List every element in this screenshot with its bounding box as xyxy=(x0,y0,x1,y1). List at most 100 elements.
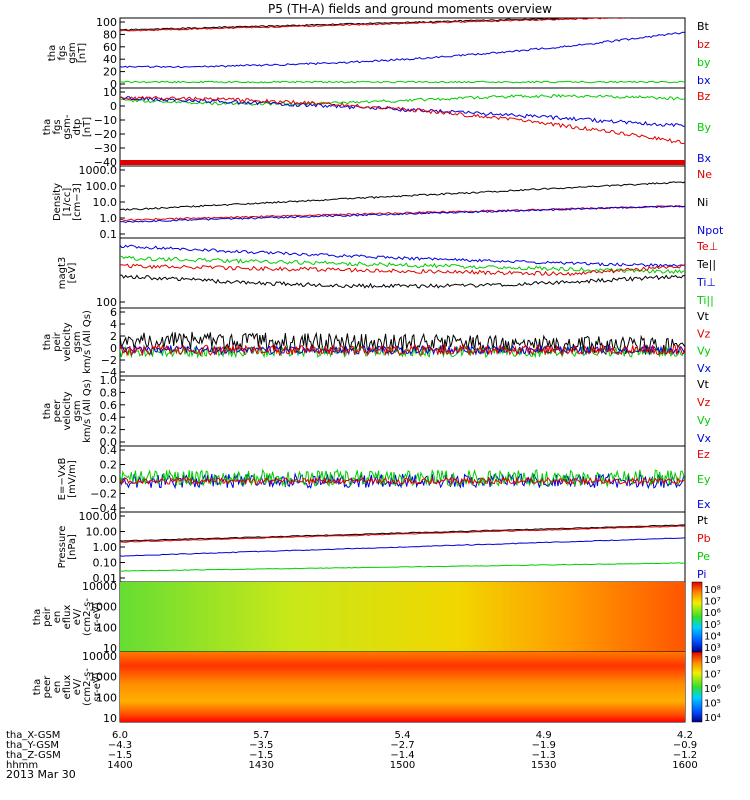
legend-vy: Vy xyxy=(697,345,711,358)
y-axis-label-line: fgs xyxy=(57,45,68,60)
series-bx xyxy=(120,96,685,128)
series-bz xyxy=(120,95,685,145)
y-tick-label: 0.10 xyxy=(93,557,118,570)
y-axis-label-line: tha xyxy=(32,609,43,625)
series-by xyxy=(120,94,685,106)
legend-ne: Ne xyxy=(697,168,712,181)
y-axis-label-line: en xyxy=(52,681,63,694)
panel-frame xyxy=(119,165,686,239)
y-axis-label-line: [mV/m] xyxy=(67,460,78,498)
y-tick-label: 100 xyxy=(96,691,117,704)
y-tick-label: 10.0 xyxy=(93,196,118,209)
colorbar xyxy=(691,581,703,653)
y-tick-label: 100 xyxy=(96,16,117,29)
legend-vz: Vz xyxy=(697,327,711,340)
series-te-perp xyxy=(120,263,685,277)
colorbar-tick-label: 10⁵ xyxy=(704,620,721,631)
x-row-name: tha_Y-GSM xyxy=(6,740,59,751)
legend-bz: bz xyxy=(697,38,710,51)
heatmap-electron xyxy=(120,652,685,722)
y-tick-label: 10 xyxy=(103,712,117,725)
x-row-name: tha_Z-GSM xyxy=(6,750,61,761)
y-tick-label: 0.2 xyxy=(100,424,118,437)
panel-data xyxy=(120,244,685,289)
legend-by: By xyxy=(697,121,712,134)
series-ti-par xyxy=(120,255,685,275)
series-bx xyxy=(120,31,685,69)
series-pb xyxy=(120,525,685,543)
panel-data xyxy=(120,524,685,572)
x-row-value: 1530 xyxy=(531,760,556,771)
panel-data xyxy=(120,94,685,165)
y-tick-label: 0.4 xyxy=(100,411,118,424)
y-tick-label: 0.4 xyxy=(100,444,118,457)
legend-pt: Pt xyxy=(697,514,709,527)
legend-bx: Bx xyxy=(697,152,712,165)
y-tick-label: 2 xyxy=(110,330,117,343)
x-row-value: 1430 xyxy=(249,760,274,771)
y-axis-label-line: gsm xyxy=(72,331,83,352)
y-axis-label-line: E=−VxB xyxy=(57,458,68,501)
y-tick-label: 1000 xyxy=(89,601,117,614)
legend-vx: Vx xyxy=(697,362,712,375)
y-tick-label: −2 xyxy=(101,354,117,367)
legend-bz: Bz xyxy=(697,90,711,103)
y-tick-label: 10 xyxy=(103,86,117,99)
y-axis-label-line: magt3 xyxy=(57,257,68,290)
colorbar-tick-label: 10⁸ xyxy=(704,585,721,596)
y-axis-label: tha peer en eflux eV/(cm2-s-sr-eV) xyxy=(32,668,103,706)
panel-5: 1.00.80.60.40.20.0 tha peer velocity gsm km/s… xyxy=(42,374,712,449)
series-pt xyxy=(120,524,685,542)
y-axis-label-line: [1/cc] xyxy=(62,188,73,217)
series-npot xyxy=(120,205,685,224)
y-tick-label: 40 xyxy=(103,53,117,66)
x-row-name: tha_X-GSM xyxy=(6,730,60,741)
legend-te: Te⊥ xyxy=(696,240,718,253)
y-axis-label-line: [nT] xyxy=(82,117,93,137)
panel-1: 100−10−20−30−40 tha fgs gsm-dtp [nT] Bz By Bx xyxy=(42,86,712,169)
y-axis-label-line: eflux xyxy=(62,675,73,700)
y-axis-label: tha peer velocity gsm km/s (All Qs) xyxy=(42,379,93,443)
y-axis-label: tha peir velocity gsm km/s (All Qs) xyxy=(42,310,93,374)
y-axis-label-line: eflux xyxy=(62,605,73,630)
panel-data xyxy=(120,652,685,722)
y-axis-label-line: (cm2-s- xyxy=(82,598,93,636)
y-axis-label: tha peir en eflux eV/(cm2-s-sr-eV) xyxy=(32,598,103,636)
panel-data xyxy=(120,331,685,359)
colorbar xyxy=(691,651,703,723)
y-axis-label-line: [nT] xyxy=(77,43,88,63)
y-tick-label: 20 xyxy=(103,66,117,79)
colorbar-tick-label: 10⁴ xyxy=(704,631,721,642)
x-row-value: −4.3 xyxy=(108,740,132,751)
colorbar-tick-label: 10⁷ xyxy=(704,670,721,681)
y-tick-label: 0.0 xyxy=(100,473,118,486)
series-bt xyxy=(120,18,611,31)
legend-by: by xyxy=(697,56,711,69)
legend-vt: Vt xyxy=(697,310,710,323)
y-axis-label-line: velocity xyxy=(62,391,73,430)
y-tick-label: 1.0 xyxy=(100,374,118,387)
legend-ey: Ey xyxy=(697,473,711,486)
panel-frame xyxy=(119,375,686,447)
x-row-value: −1.3 xyxy=(532,750,556,761)
y-tick-label: 1.00 xyxy=(93,541,118,554)
y-tick-label: 100.0 xyxy=(86,180,118,193)
series-by xyxy=(120,80,685,84)
x-row-value: 4.9 xyxy=(536,730,552,741)
series-pe xyxy=(120,562,685,572)
flag-bar xyxy=(120,160,685,165)
heatmap-ion xyxy=(120,582,685,652)
colorbar-tick-label: 10⁴ xyxy=(704,713,721,724)
y-axis-label-line: peir xyxy=(52,331,63,351)
x-row-value: −1.2 xyxy=(673,750,697,761)
legend-bt: Bt xyxy=(697,20,710,33)
x-row-value: −1.5 xyxy=(249,750,273,761)
series-vz xyxy=(120,343,685,357)
panel-6: 0.4 0.20.0 −0.2−0.4 E=−VxB [mV/m] Ez Ey Ex xyxy=(57,444,711,515)
series-ez xyxy=(120,476,685,486)
x-row-value: 4.2 xyxy=(677,730,693,741)
